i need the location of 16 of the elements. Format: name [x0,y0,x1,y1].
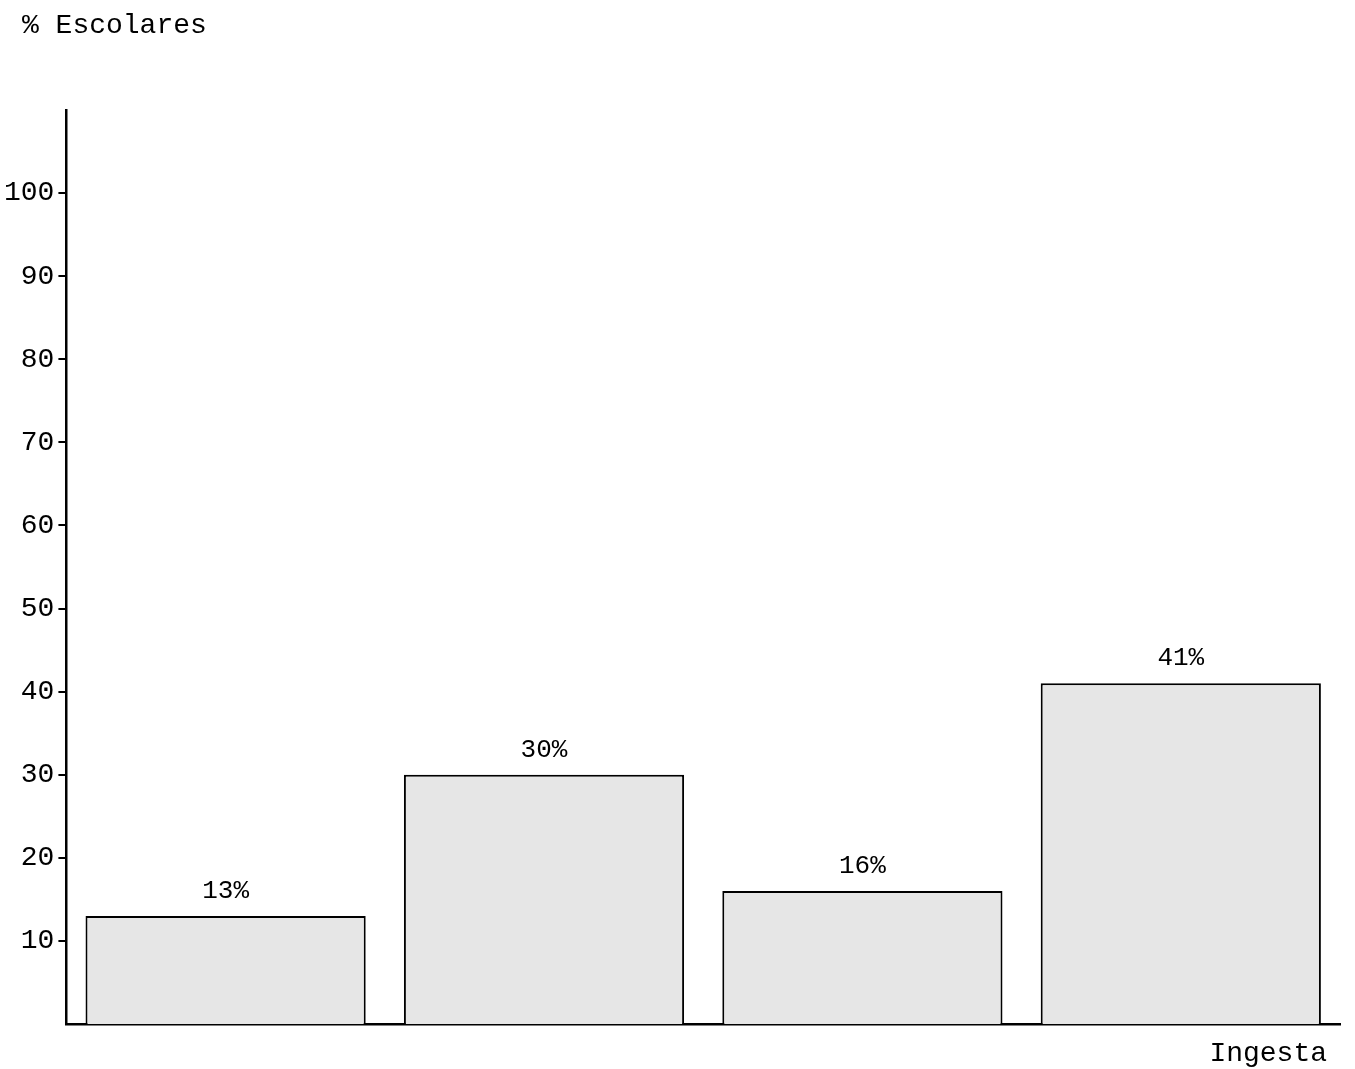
y-tick-label: 100 [3,177,55,209]
y-tick-label: 50 [20,592,55,624]
y-tick-label: 90 [20,260,55,292]
y-tick-label: 20 [20,842,55,874]
data-label: 41% [1157,643,1205,674]
y-tick-label: 80 [20,343,55,375]
y-axis-title: % Escolares [22,10,207,41]
y-tick-label: 40 [20,676,55,708]
data-label: 13% [202,875,250,906]
data-label: 16% [839,850,887,881]
y-tick-label: 60 [20,509,55,541]
y-tick-label: 30 [20,759,55,791]
y-tick-label: 10 [20,925,55,957]
data-label: 30% [520,734,568,765]
y-tick-label: 70 [20,426,55,458]
x-axis-title: Ingesta [1209,1038,1327,1069]
